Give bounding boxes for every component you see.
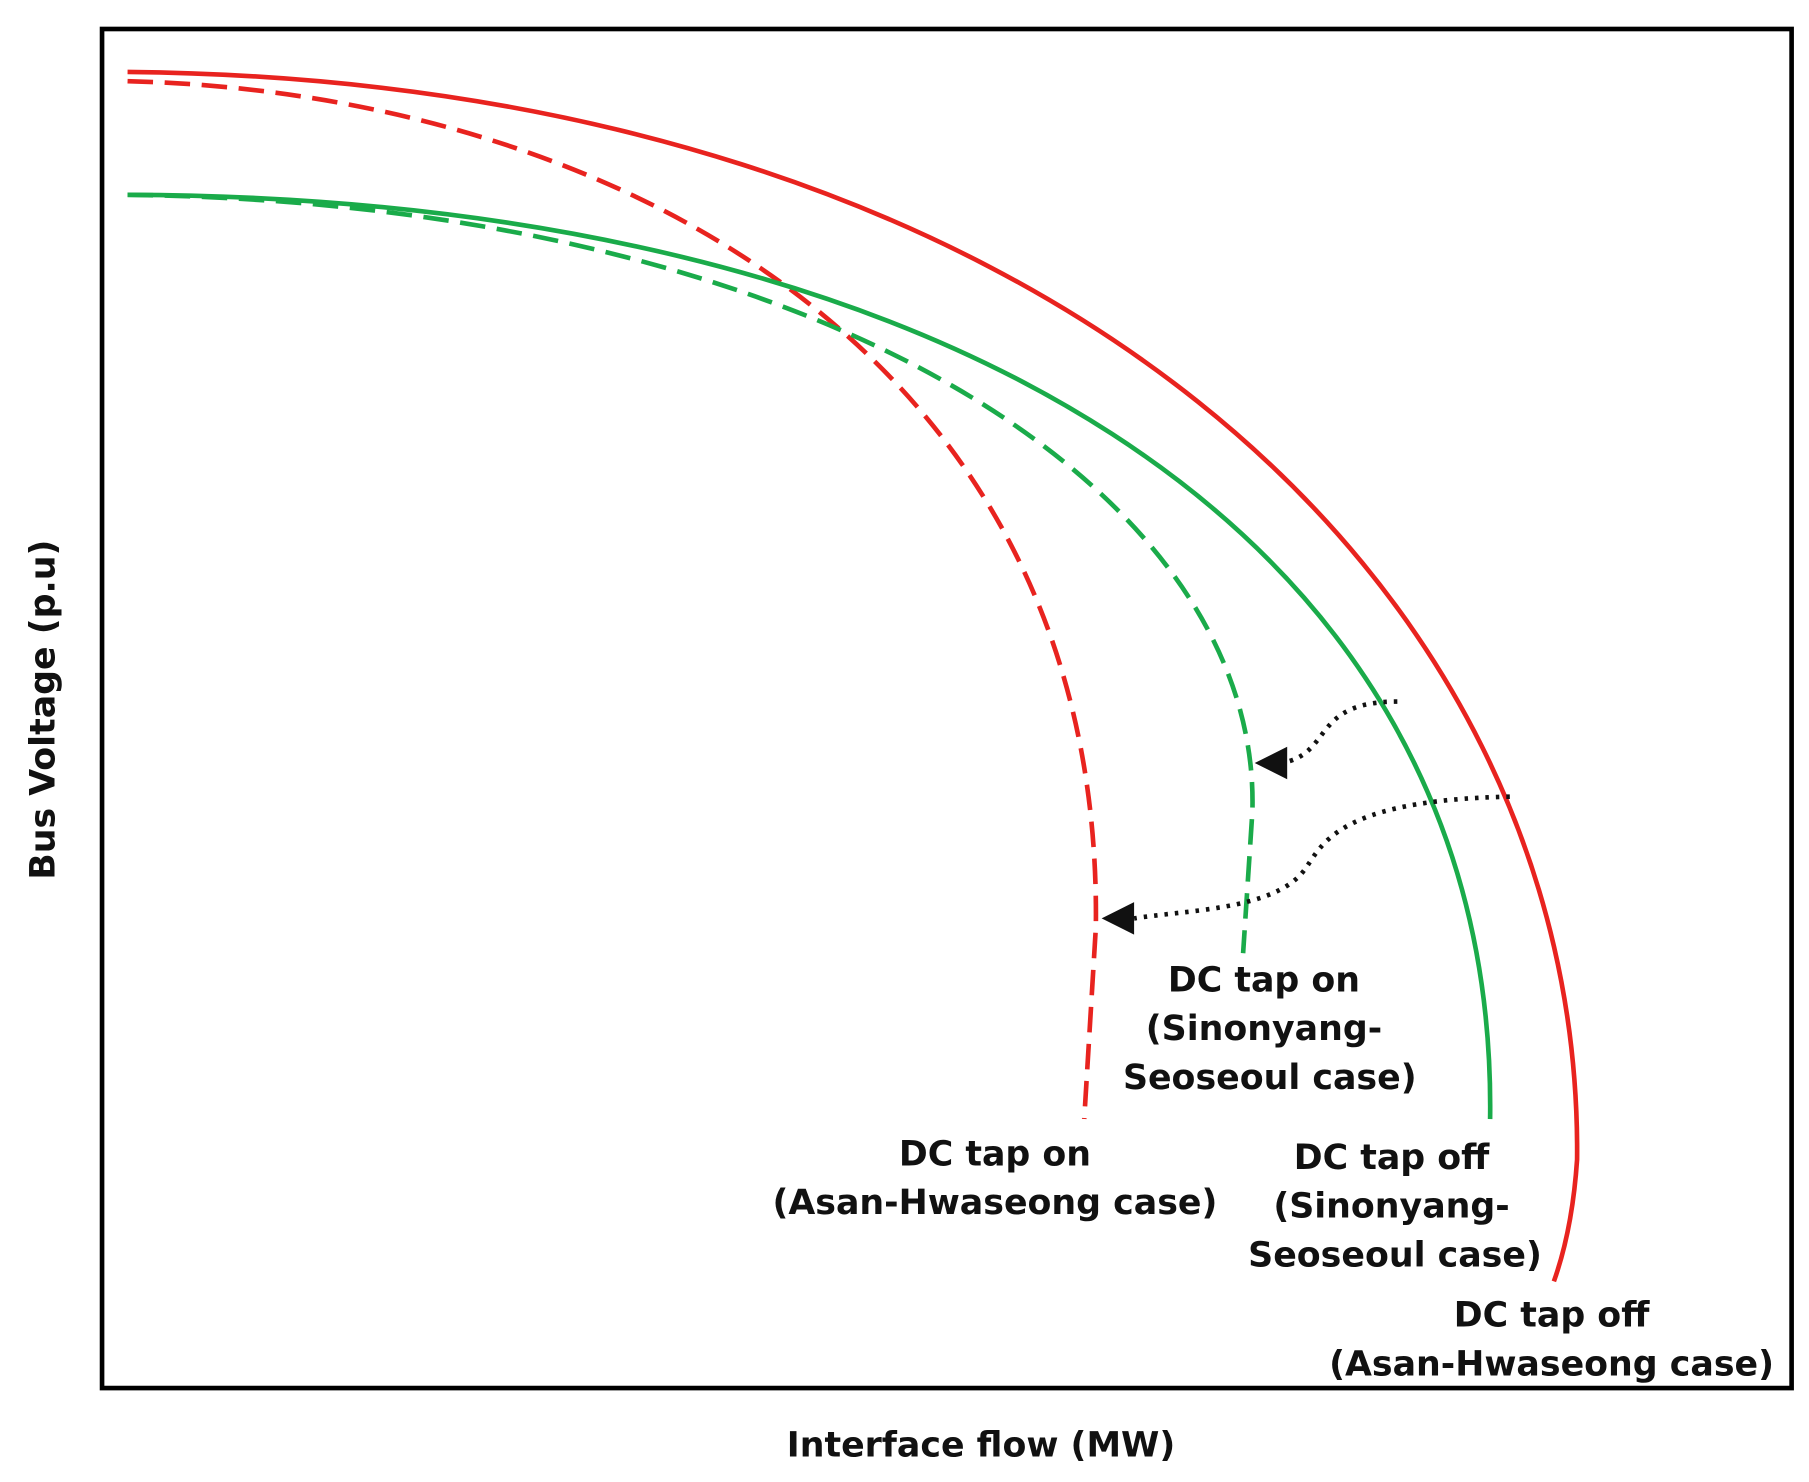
green-dashed-curve xyxy=(127,192,1255,954)
arrow-head-2 xyxy=(1101,902,1135,935)
plot-frame xyxy=(99,26,1794,1391)
label-line: DC tap on xyxy=(899,1134,1091,1174)
label-line: (Asan-Hwaseong case) xyxy=(772,1183,1217,1223)
label-line: DC tap off xyxy=(1294,1138,1490,1178)
label-line: DC tap off xyxy=(1454,1296,1650,1336)
label-line: (Asan-Hwaseong case) xyxy=(1329,1344,1774,1384)
x-axis-label: Interface flow (MW) xyxy=(787,1425,1176,1465)
shift-arrow-2 xyxy=(1133,794,1510,921)
red-dashed-curve xyxy=(127,78,1099,1120)
red-solid-curve xyxy=(127,69,1580,1283)
label-line: DC tap on xyxy=(1168,960,1360,1000)
label-line: (Sinonyang- xyxy=(1273,1187,1509,1227)
green-solid-curve xyxy=(127,192,1493,1120)
shift-arrow-1 xyxy=(1280,699,1398,766)
y-axis-label: Bus Voltage (p.u) xyxy=(24,540,64,880)
arrow-head-1 xyxy=(1254,746,1288,780)
label-line: (Sinonyang- xyxy=(1146,1009,1382,1049)
label-line: Seoseoul case) xyxy=(1248,1235,1542,1275)
label-line: Seoseoul case) xyxy=(1123,1058,1417,1098)
